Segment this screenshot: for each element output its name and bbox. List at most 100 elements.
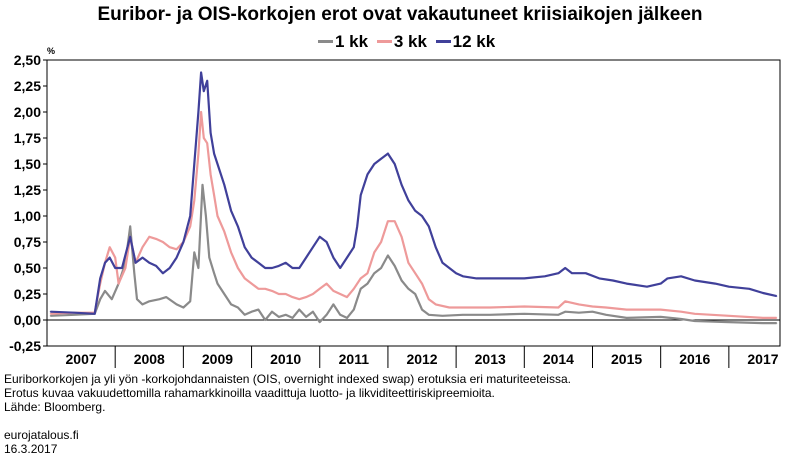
data-point-1kk <box>401 279 403 282</box>
data-point-3kk <box>591 305 594 308</box>
data-point-12kk <box>407 199 409 201</box>
data-point-1kk <box>441 315 444 317</box>
data-point-12kk <box>104 262 106 264</box>
y-tick-label: 0,75 <box>14 234 41 250</box>
data-point-1kk <box>360 288 362 290</box>
data-point-3kk <box>114 257 116 259</box>
data-point-3kk <box>162 241 164 243</box>
data-point-1kk <box>223 293 225 295</box>
data-point-1kk <box>428 314 430 316</box>
data-point-1kk <box>339 314 341 316</box>
data-point-3kk <box>435 303 437 305</box>
data-point-1kk <box>271 311 273 313</box>
x-tick-label: 2007 <box>66 351 97 367</box>
data-point-12kk <box>326 241 328 243</box>
data-point-12kk <box>189 215 191 217</box>
note-line-1: Euriborkorkojen ja yli yön -korkojohdann… <box>4 372 571 386</box>
data-point-1kk <box>366 283 369 285</box>
chart-axes: % -0,25 0,00 0,25 0,50 0,75 1,00 1,25 1,50 1,75 2,… <box>9 46 781 368</box>
data-point-1kk <box>285 314 287 316</box>
data-point-3kk <box>626 309 628 311</box>
legend-swatch-12kk <box>435 40 451 44</box>
data-point-3kk <box>298 298 300 300</box>
data-point-12kk <box>203 90 205 92</box>
data-point-12kk <box>646 286 648 288</box>
data-point-1kk <box>49 315 52 317</box>
data-point-3kk <box>728 315 730 317</box>
data-point-1kk <box>694 320 696 322</box>
chart-series <box>49 71 778 325</box>
data-point-3kk <box>264 288 266 290</box>
data-point-3kk <box>605 306 607 309</box>
data-point-12kk <box>99 277 101 279</box>
data-point-3kk <box>285 293 287 295</box>
data-point-12kk <box>230 210 232 212</box>
data-point-1kk <box>387 254 389 257</box>
data-point-3kk <box>213 194 215 196</box>
data-point-12kk <box>585 272 587 274</box>
legend-item-3kk: 3 kk <box>376 32 427 52</box>
data-point-3kk <box>244 277 246 279</box>
data-point-12kk <box>121 267 123 269</box>
data-point-12kk <box>278 265 280 267</box>
data-point-12kk <box>257 262 259 264</box>
data-point-3kk <box>407 262 409 264</box>
data-point-12kk <box>193 163 195 165</box>
data-point-3kk <box>109 246 111 248</box>
data-point-3kk <box>206 142 208 144</box>
data-point-1kk <box>346 317 348 319</box>
data-point-1kk <box>407 288 409 290</box>
data-point-1kk <box>626 317 628 319</box>
data-point-12kk <box>626 283 628 285</box>
data-point-12kk <box>223 184 225 186</box>
data-point-12kk <box>373 163 375 165</box>
data-point-1kk <box>356 298 358 300</box>
data-point-3kk <box>305 296 307 298</box>
data-point-1kk <box>182 306 184 309</box>
data-point-12kk <box>271 267 273 269</box>
x-tick-label: 2015 <box>611 351 642 367</box>
data-point-1kk <box>148 300 150 302</box>
data-point-3kk <box>660 309 662 311</box>
x-tick-label: 2009 <box>202 351 233 367</box>
data-point-1kk <box>129 225 131 227</box>
data-point-3kk <box>366 272 369 274</box>
y-tick-label: 0,00 <box>14 312 41 328</box>
data-point-1kk <box>728 321 730 323</box>
data-point-12kk <box>237 225 239 227</box>
data-point-1kk <box>326 314 328 316</box>
data-point-3kk <box>49 313 52 315</box>
data-point-12kk <box>148 262 150 264</box>
data-point-12kk <box>155 265 157 267</box>
data-point-1kk <box>776 322 778 324</box>
data-point-3kk <box>124 267 126 269</box>
data-point-12kk <box>353 246 355 248</box>
data-point-1kk <box>237 306 239 309</box>
data-point-3kk <box>394 220 396 222</box>
data-point-3kk <box>373 251 375 253</box>
data-point-12kk <box>748 288 750 290</box>
data-point-12kk <box>251 257 253 259</box>
data-point-12kk <box>462 275 464 277</box>
y-tick-label: 1,75 <box>14 130 41 146</box>
data-point-3kk <box>148 236 150 238</box>
data-point-12kk <box>694 279 696 282</box>
data-point-12kk <box>339 267 341 269</box>
data-point-12kk <box>319 236 321 238</box>
data-point-3kk <box>291 296 294 298</box>
data-point-1kk <box>591 311 594 313</box>
data-point-3kk <box>251 283 253 285</box>
data-point-12kk <box>557 272 560 274</box>
data-point-1kk <box>523 313 525 315</box>
legend-item-12kk: 12 kk <box>435 32 495 52</box>
data-point-3kk <box>387 220 389 222</box>
data-point-1kk <box>332 303 334 305</box>
series-line-1kk <box>50 183 777 325</box>
data-point-12kk <box>332 257 334 259</box>
data-point-1kk <box>165 296 167 298</box>
data-point-3kk <box>776 317 778 319</box>
data-point-12kk <box>356 225 358 227</box>
x-tick-label: 2016 <box>679 351 710 367</box>
data-point-12kk <box>264 267 266 269</box>
data-point-1kk <box>578 312 580 314</box>
